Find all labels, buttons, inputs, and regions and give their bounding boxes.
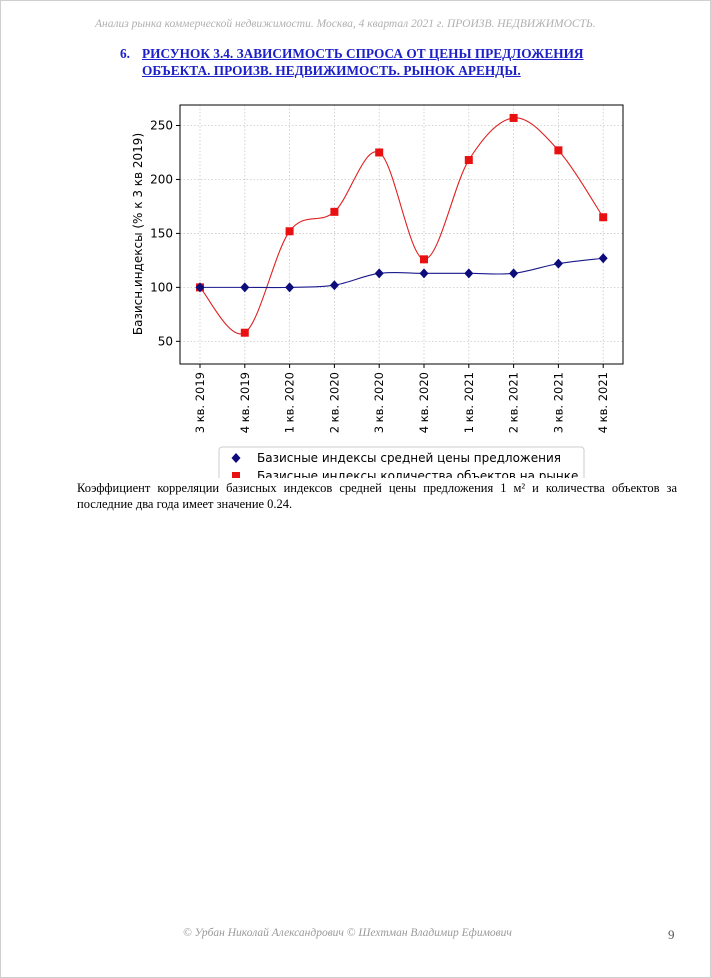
series-marker-0 bbox=[553, 258, 563, 269]
x-tick-label: 4 кв. 2020 bbox=[417, 372, 431, 433]
y-tick-label: 50 bbox=[158, 334, 173, 348]
x-tick-label: 3 кв. 2020 bbox=[372, 372, 386, 433]
series-marker-1 bbox=[240, 328, 249, 337]
figure-title-line-2: ОБЪЕКТА. ПРОИЗВ. НЕДВИЖИМОСТЬ. РЫНОК АРЕ… bbox=[142, 63, 521, 78]
figure-title-line-1: РИСУНОК 3.4. ЗАВИСИМОСТЬ СПРОСА ОТ ЦЕНЫ … bbox=[142, 46, 584, 61]
plot-area bbox=[180, 105, 623, 364]
series-marker-1 bbox=[599, 213, 608, 222]
series-marker-0 bbox=[285, 282, 295, 293]
page-number: 9 bbox=[668, 927, 675, 942]
series-line-1 bbox=[199, 117, 604, 335]
series-line-0 bbox=[200, 257, 604, 289]
series-marker-1 bbox=[375, 148, 384, 157]
x-tick-label: 3 кв. 2019 bbox=[193, 372, 207, 433]
legend-box bbox=[218, 446, 585, 478]
legend-marker-1 bbox=[232, 472, 240, 478]
legend-marker-0 bbox=[231, 453, 241, 463]
series-marker-0 bbox=[419, 268, 429, 279]
chart: 50 100 150 200 250 3 кв. 2019 4 кв. 2019 1 кв. … bbox=[131, 104, 624, 478]
y-tick-label: 150 bbox=[150, 226, 173, 240]
x-tick-label: 1 кв. 2020 bbox=[283, 372, 297, 433]
series-marker-0 bbox=[598, 253, 608, 264]
x-tick-label: 1 кв. 2021 bbox=[462, 372, 476, 433]
running-header: Анализ рынка коммерческой недвижимости. … bbox=[95, 18, 596, 30]
series-marker-0 bbox=[240, 282, 250, 293]
series-marker-0 bbox=[374, 268, 384, 279]
series-marker-0 bbox=[464, 268, 474, 279]
y-tick-label: 200 bbox=[150, 172, 173, 186]
y-axis-label: Базисн.индексы (% к 3 кв 2019) bbox=[131, 133, 145, 335]
figure-number: 6. bbox=[120, 46, 130, 61]
x-tick-label: 2 кв. 2021 bbox=[507, 372, 521, 433]
footer-copyright: © Урбан Николай Александрович © Шехтман … bbox=[183, 927, 512, 939]
x-tick-label: 2 кв. 2020 bbox=[327, 372, 341, 433]
y-tick-label: 100 bbox=[150, 280, 173, 294]
legend-label-0: Базисные индексы средней цены предложени… bbox=[257, 451, 561, 465]
series-marker-1 bbox=[509, 113, 518, 122]
series-marker-1 bbox=[330, 207, 339, 216]
series-marker-0 bbox=[195, 282, 205, 293]
y-tick-label: 250 bbox=[150, 119, 173, 133]
series-marker-0 bbox=[509, 268, 519, 279]
series-marker-0 bbox=[329, 280, 339, 291]
legend-label-1: Базисные индексы количества объектов на … bbox=[257, 469, 578, 478]
x-tick-label: 4 кв. 2021 bbox=[596, 372, 610, 433]
x-tick-label: 3 кв. 2021 bbox=[551, 372, 565, 433]
plot-frame bbox=[179, 104, 624, 365]
x-tick-label: 4 кв. 2019 bbox=[238, 372, 252, 433]
series-marker-1 bbox=[285, 227, 294, 236]
body-paragraph: Коэффициент корреляции базисных индексов… bbox=[77, 480, 677, 512]
series-marker-1 bbox=[464, 156, 473, 165]
series-marker-1 bbox=[420, 255, 428, 264]
series-marker-1 bbox=[554, 146, 563, 155]
